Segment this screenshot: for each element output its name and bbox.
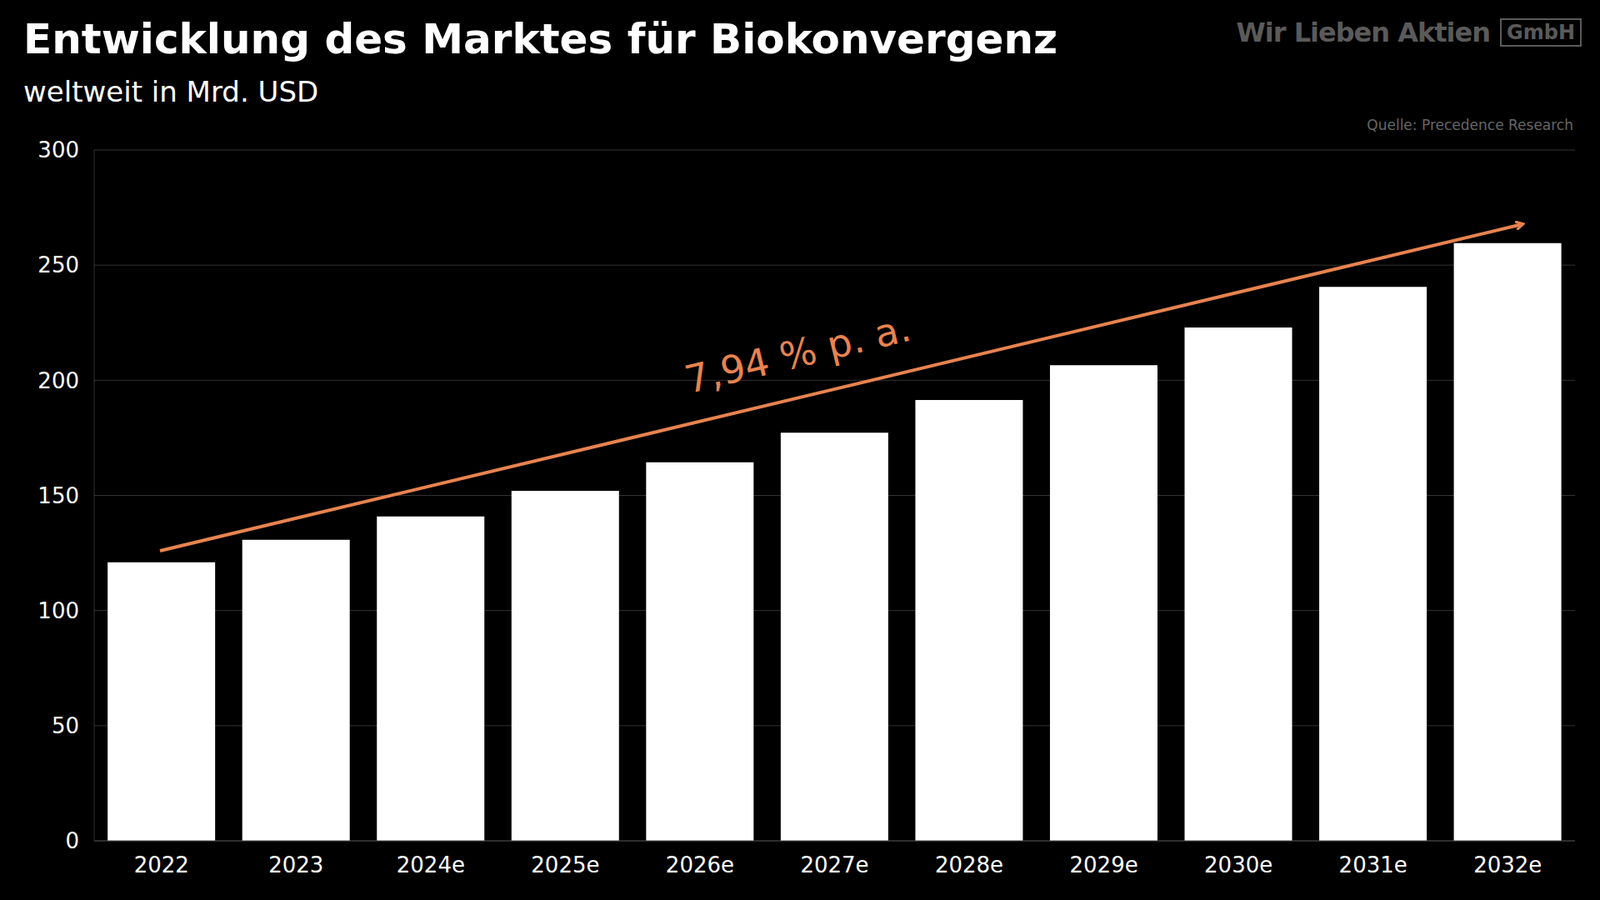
html-text:GmbH: GmbH — [1506, 20, 1575, 45]
svg-text:2026e: 2026e — [665, 852, 735, 878]
svg-text:200: 200 — [37, 368, 80, 394]
html-text:Entwicklung des Marktes für Bi: Entwicklung des Marktes für Biokonvergen… — [23, 15, 1058, 64]
svg-text:2024e: 2024e — [396, 852, 465, 878]
svg-text:2025e: 2025e — [530, 852, 600, 878]
svg-text:100: 100 — [37, 598, 80, 624]
html-text:weltweit in Mrd. USD: weltweit in Mrd. USD — [23, 75, 319, 109]
svg-text:2023: 2023 — [268, 852, 324, 878]
svg-text:2029e: 2029e — [1070, 852, 1139, 878]
svg-text:250: 250 — [37, 252, 80, 278]
svg-text:50: 50 — [51, 713, 80, 739]
svg-text:2027e: 2027e — [800, 852, 869, 878]
html-text:Wir Lieben Aktien: Wir Lieben Aktien — [1236, 16, 1490, 49]
svg-text:0: 0 — [65, 828, 80, 854]
html-text:Quelle: Precedence Research: Quelle: Precedence Research — [1366, 116, 1574, 134]
svg-text:2031e: 2031e — [1339, 852, 1408, 878]
svg-text:150: 150 — [37, 483, 80, 509]
svg-text:2028e: 2028e — [935, 852, 1004, 878]
svg-text:7,94 % p. a.: 7,94 % p. a. — [680, 305, 915, 403]
svg-text:2022: 2022 — [134, 852, 190, 878]
svg-text:2030e: 2030e — [1204, 852, 1273, 878]
svg-text:300: 300 — [37, 137, 80, 163]
svg-text:2032e: 2032e — [1473, 852, 1542, 878]
